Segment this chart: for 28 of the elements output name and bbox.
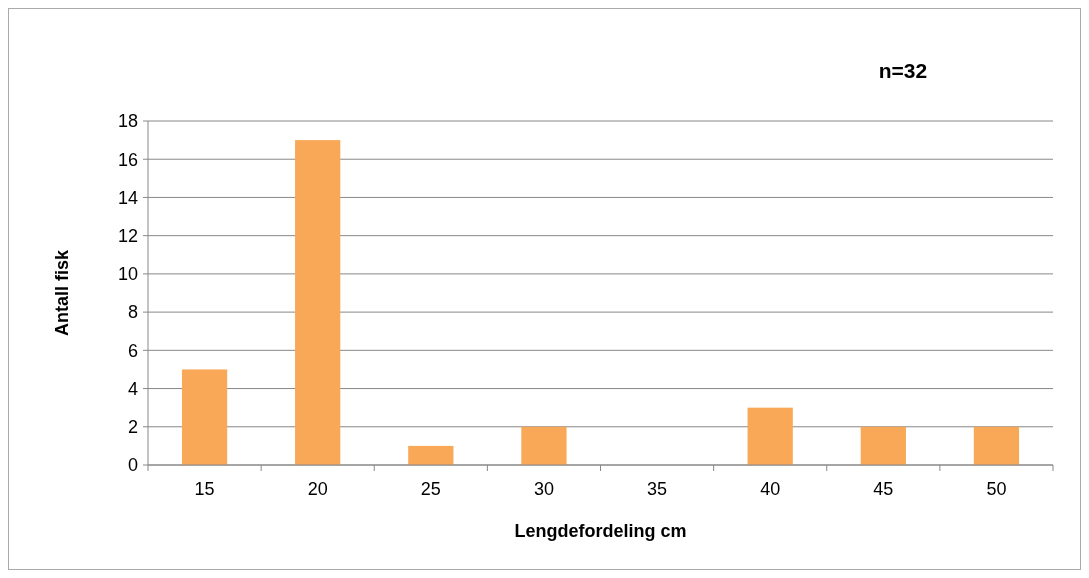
x-tick-label: 35 [647,479,668,499]
bar [521,426,567,465]
bar [408,445,454,465]
x-tick-label: 20 [307,479,328,499]
text: n=32 [878,59,928,82]
x-tick-label: 50 [986,479,1007,499]
y-tick-label: 12 [117,225,138,246]
x-tick-label: 40 [760,479,781,499]
y-axis-title: Antall fisk [52,249,72,337]
bar [747,407,793,465]
bar [181,369,228,465]
y-tick-label: 8 [127,302,138,323]
y-tick-label: 18 [117,111,138,132]
x-tick-label: 15 [194,479,215,499]
x-axis-title: Lengdefordeling cm [514,521,687,541]
y-tick-label: 2 [127,417,138,438]
x-tick-label: 45 [873,479,894,499]
x-tick-label: 25 [420,479,441,499]
y-tick-label: 0 [127,455,138,476]
bar [295,140,341,465]
y-tick-label: 10 [117,264,138,285]
y-tick-label: 14 [117,187,138,208]
x-tick-label: 30 [533,479,554,499]
bar [860,426,906,465]
y-tick-label: 6 [127,340,138,361]
y-tick-label: 4 [127,378,138,399]
bar [973,426,1020,465]
y-tick-label: 16 [117,149,138,170]
